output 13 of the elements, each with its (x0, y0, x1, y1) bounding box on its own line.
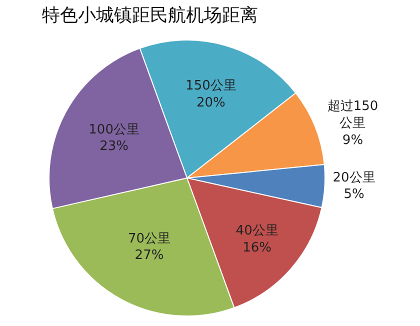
data-label: 5% (344, 187, 364, 202)
chart-title: 特色小城镇距民航机场距离 (42, 4, 258, 26)
data-label: 9% (342, 132, 364, 148)
data-label: 27% (134, 248, 164, 264)
slice-label: 100公里 (88, 122, 140, 138)
slice-label: 超过150公里 (327, 98, 378, 131)
slice-label: 20公里 (332, 170, 376, 186)
slice-label: 40公里 (236, 223, 278, 238)
slice-label: 150公里 (186, 78, 236, 94)
slice-label: 70公里 (128, 231, 171, 246)
data-label: 16% (242, 240, 272, 256)
data-label: 23% (100, 139, 129, 154)
data-label: 20% (196, 95, 226, 110)
